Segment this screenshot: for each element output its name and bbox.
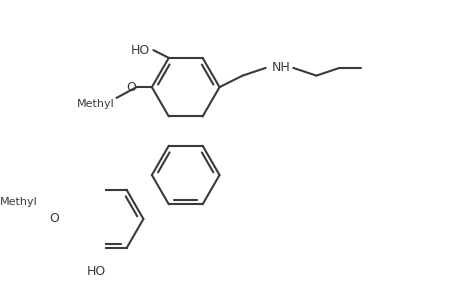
Text: Methyl: Methyl <box>0 197 38 207</box>
Text: NH: NH <box>271 61 290 74</box>
Text: O: O <box>126 81 135 94</box>
Text: HO: HO <box>87 265 106 278</box>
Text: Methyl: Methyl <box>76 99 114 110</box>
Text: O: O <box>50 212 60 226</box>
Text: HO: HO <box>131 44 150 57</box>
